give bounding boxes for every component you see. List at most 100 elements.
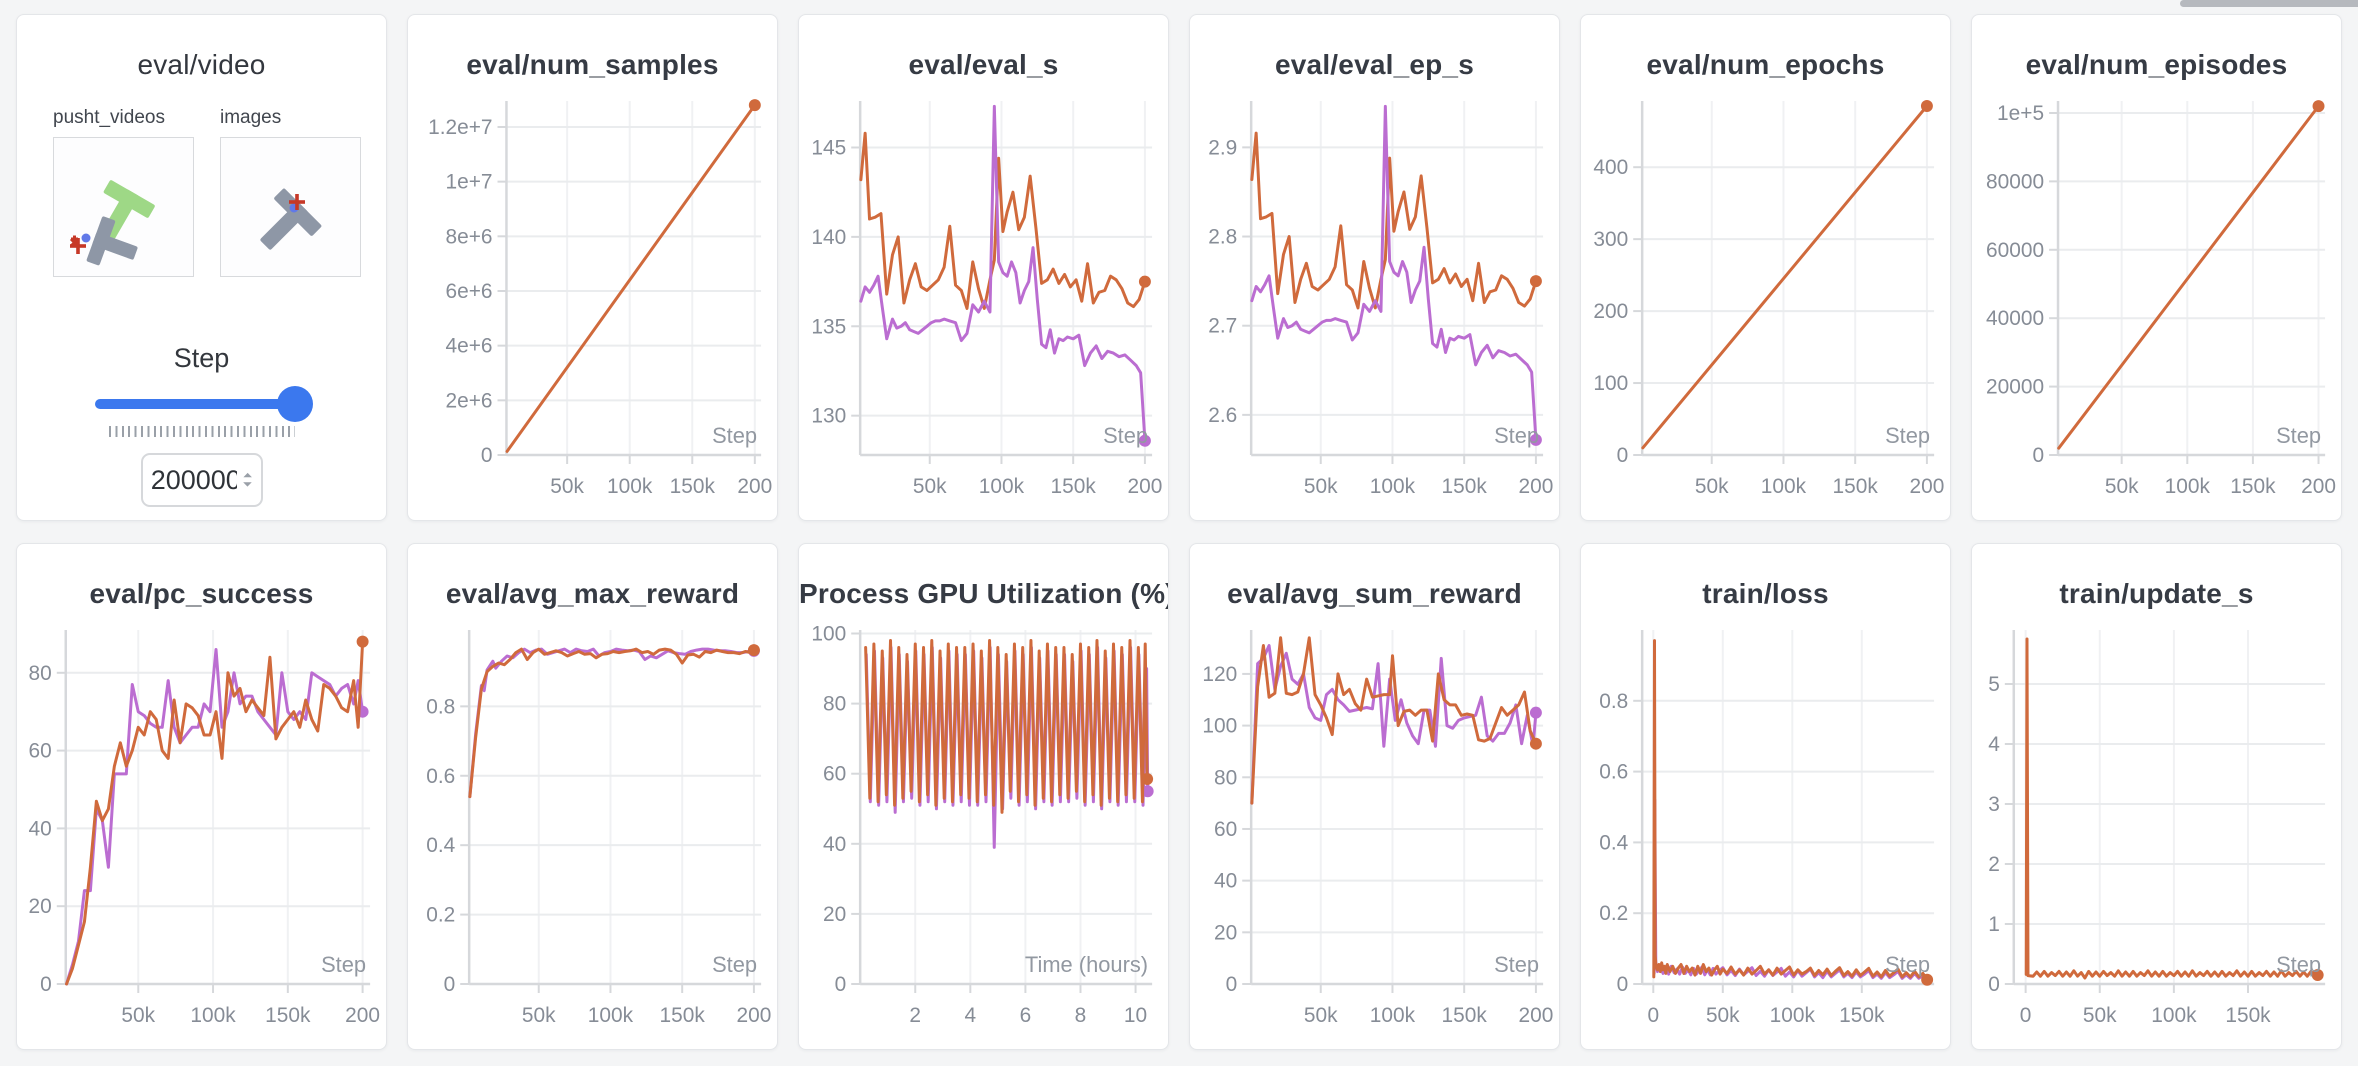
- svg-text:135: 135: [811, 315, 846, 338]
- svg-text:0.4: 0.4: [426, 834, 455, 857]
- series-orange: [1250, 131, 1538, 310]
- series-orange: [864, 639, 1149, 814]
- svg-text:20000: 20000: [1986, 376, 2044, 399]
- x-axis-label: Step: [712, 952, 757, 977]
- svg-text:100k: 100k: [979, 475, 1025, 498]
- step-slider[interactable]: [94, 386, 313, 422]
- svg-text:0.8: 0.8: [1599, 690, 1628, 713]
- chart-panel: train/update_s 0 1 2 3 4 5 0 50k 100k 150k Step: [1971, 543, 2342, 1050]
- svg-text:120: 120: [1202, 663, 1237, 686]
- chart-title: eval/pc_success: [89, 578, 314, 609]
- svg-text:100: 100: [811, 622, 846, 645]
- svg-text:0.6: 0.6: [426, 765, 455, 788]
- svg-text:5: 5: [1988, 673, 2000, 696]
- chart-canvas[interactable]: 0 20 40 60 80 100 2 4 6 8 10 Time (hours): [799, 616, 1168, 1036]
- step-decrement-icon[interactable]: ⏷: [242, 477, 253, 491]
- step-slider-thumb[interactable]: [276, 386, 313, 422]
- svg-text:1: 1: [1988, 913, 2000, 936]
- video-panel: eval/video pusht_videos: [16, 14, 387, 521]
- chart-canvas[interactable]: 0 0.2 0.4 0.6 0.8 50k 100k 150k 200 Step: [408, 616, 777, 1036]
- x-axis-label: Time (hours): [1025, 952, 1148, 977]
- chart-canvas[interactable]: 0 100 200 300 400 50k 100k 150k 200 Step: [1581, 87, 1950, 507]
- pusht-video-thumbnail[interactable]: [53, 137, 194, 277]
- series-orange-end-marker: [748, 99, 761, 112]
- svg-text:0: 0: [2032, 444, 2044, 467]
- chart-canvas[interactable]: 0 2e+6 4e+6 6e+6 8e+6 1e+7 1.2e+7 50k 100k 150k 20…: [408, 87, 777, 507]
- chart-canvas[interactable]: 0 20 40 60 80 100 120 50k 100k 150k 200 Step: [1190, 616, 1559, 1036]
- svg-text:6e+6: 6e+6: [445, 280, 492, 303]
- media-label: pusht_videos: [53, 107, 165, 128]
- svg-text:150k: 150k: [2230, 475, 2276, 498]
- svg-text:0: 0: [1617, 973, 1629, 996]
- svg-text:150k: 150k: [660, 1004, 706, 1027]
- x-axis-label: Step: [1494, 423, 1539, 448]
- series-orange-end-marker: [2311, 969, 2324, 981]
- svg-text:100k: 100k: [1770, 1004, 1816, 1027]
- svg-text:4: 4: [965, 1004, 977, 1027]
- series-purple-end-marker: [1138, 434, 1151, 447]
- panel-grid: eval/video pusht_videos: [16, 14, 2342, 1050]
- svg-text:2.8: 2.8: [1208, 225, 1237, 248]
- svg-text:100: 100: [1593, 372, 1628, 395]
- pusht-scene-icon: [69, 180, 155, 266]
- chart-canvas[interactable]: 0 0.2 0.4 0.6 0.8 0 50k 100k 150k Step: [1581, 616, 1950, 1036]
- images-thumbnail[interactable]: [220, 137, 361, 277]
- chart-title: train/update_s: [2059, 578, 2254, 609]
- svg-text:80: 80: [29, 662, 52, 685]
- chart-panel: eval/pc_success 0 20 40 60 80 50k 100k 150k 200 St…: [16, 543, 387, 1050]
- svg-text:4: 4: [1988, 733, 2000, 756]
- svg-text:0: 0: [444, 973, 456, 996]
- series-orange-end-marker: [1529, 737, 1542, 750]
- svg-text:0: 0: [1988, 973, 2000, 996]
- series-orange-end-marker: [356, 635, 369, 648]
- svg-text:100k: 100k: [190, 1004, 236, 1027]
- svg-text:20: 20: [823, 903, 846, 926]
- step-input-box: ⏶ ⏷: [140, 453, 263, 507]
- svg-text:50k: 50k: [2105, 475, 2139, 498]
- svg-text:2: 2: [909, 1004, 921, 1027]
- svg-text:8: 8: [1075, 1004, 1087, 1027]
- step-control: Step ⏶ ⏷: [17, 343, 386, 507]
- step-slider-label: Step: [173, 343, 230, 373]
- svg-text:150k: 150k: [670, 475, 716, 498]
- svg-text:150k: 150k: [1442, 475, 1488, 498]
- chart-title: eval/num_samples: [466, 49, 719, 80]
- step-increment-icon[interactable]: ⏶: [242, 468, 253, 482]
- x-axis-label: Step: [712, 423, 757, 448]
- step-slider-track[interactable]: [94, 399, 309, 409]
- chart-canvas[interactable]: 0 20 40 60 80 50k 100k 150k 200 Step: [17, 616, 386, 1036]
- series-orange: [1641, 104, 1929, 450]
- svg-text:0.6: 0.6: [1599, 761, 1628, 784]
- chart-canvas[interactable]: 0 1 2 3 4 5 0 50k 100k 150k Step: [1972, 616, 2341, 1036]
- svg-text:0.4: 0.4: [1599, 831, 1628, 854]
- svg-text:200: 200: [737, 475, 772, 498]
- chart-panel: eval/num_epochs 0 100 200 300 400 50k 100k 150k 2…: [1580, 14, 1951, 521]
- series-orange: [2024, 637, 2320, 980]
- svg-text:1e+5: 1e+5: [1997, 102, 2044, 125]
- series-orange: [1250, 636, 1538, 805]
- series-orange: [468, 647, 756, 799]
- horizontal-scrollbar-thumb[interactable]: [2180, 0, 2358, 7]
- chart-panel: eval/avg_sum_reward 0 20 40 60 80 100 120 50k 100…: [1189, 543, 1560, 1050]
- series-purple: [65, 648, 365, 986]
- svg-text:4e+6: 4e+6: [445, 335, 492, 358]
- chart-canvas[interactable]: 2.6 2.7 2.8 2.9 50k 100k 150k 200 Step: [1190, 87, 1559, 507]
- svg-text:100k: 100k: [588, 1004, 634, 1027]
- series-orange: [1652, 639, 1929, 982]
- svg-text:100k: 100k: [1370, 475, 1416, 498]
- chart-canvas[interactable]: 0 20000 40000 60000 80000 1e+5 50k 100k 150k 200 S…: [1972, 87, 2341, 507]
- step-input[interactable]: [150, 464, 237, 496]
- svg-text:60: 60: [823, 763, 846, 786]
- video-panel-title: eval/video: [137, 49, 266, 80]
- chart-title: eval/eval_ep_s: [1275, 49, 1474, 80]
- svg-text:40000: 40000: [1986, 307, 2044, 330]
- chart-panel: eval/eval_ep_s 2.6 2.7 2.8 2.9 50k 100k 150k 200…: [1189, 14, 1560, 521]
- svg-text:50k: 50k: [913, 475, 947, 498]
- chart-canvas[interactable]: 130 135 140 145 50k 100k 150k 200 Step: [799, 87, 1168, 507]
- svg-text:50k: 50k: [1695, 475, 1729, 498]
- svg-text:200: 200: [1593, 300, 1628, 323]
- series-orange: [505, 103, 757, 453]
- svg-text:0: 0: [2020, 1004, 2032, 1027]
- series-orange-end-marker: [747, 644, 760, 657]
- svg-text:100: 100: [1202, 715, 1237, 738]
